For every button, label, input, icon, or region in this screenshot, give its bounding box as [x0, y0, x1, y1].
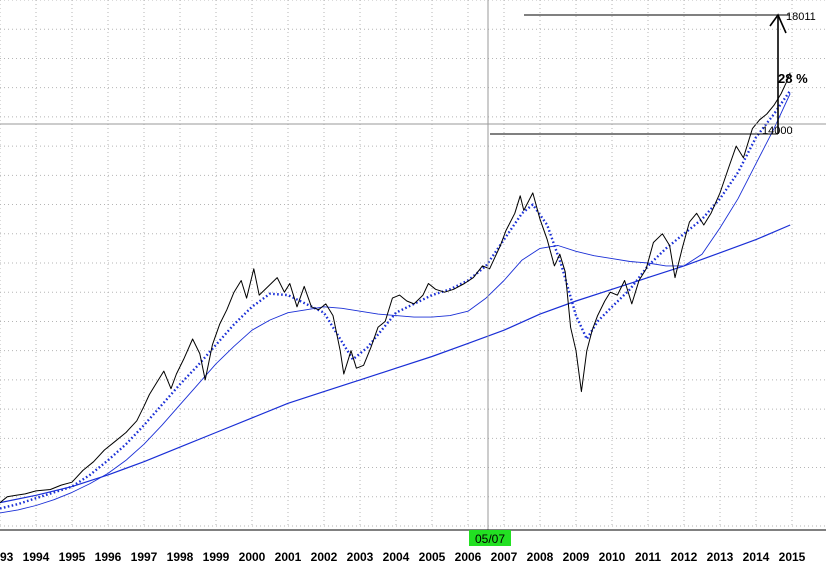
x-tick-label: 2014: [743, 550, 770, 564]
x-tick-label: 1998: [167, 550, 194, 564]
x-tick-label: 2015: [779, 550, 806, 564]
series-short-average-line: [0, 89, 792, 510]
x-tick-label: 2003: [347, 550, 374, 564]
grid: [0, 0, 826, 528]
high-label: 18011: [786, 11, 816, 23]
x-tick-label: 2005: [419, 550, 446, 564]
x-tick-label: 2013: [707, 550, 734, 564]
percent-label: 28 %: [778, 71, 808, 86]
series-layer: [0, 72, 792, 514]
x-tick-label: 2009: [563, 550, 590, 564]
x-tick-label: 1996: [95, 550, 122, 564]
series-long-average-line: [0, 224, 791, 504]
x-tick-label: 2010: [599, 550, 626, 564]
series-medium-average-line: [0, 93, 791, 514]
x-tick-label: 1995: [59, 550, 86, 564]
crosshair-date-label: 05/07: [475, 532, 505, 546]
x-tick-label: 1997: [131, 550, 158, 564]
x-tick-label: 1993: [0, 550, 14, 564]
annotations: 18011 14000 28 % 05/07: [0, 0, 826, 546]
x-tick-label: 2012: [671, 550, 698, 564]
x-tick-label: 2006: [455, 550, 482, 564]
x-tick-label: 2011: [635, 550, 661, 564]
x-tick-label: 2001: [275, 550, 302, 564]
x-tick-label: 1999: [203, 550, 230, 564]
x-tick-label: 2008: [527, 550, 554, 564]
measure-arrow-head: [769, 13, 787, 34]
x-tick-label: 2000: [239, 550, 266, 564]
crosshair-date-badge: [469, 530, 511, 546]
x-tick-label: 2007: [491, 550, 518, 564]
x-axis-ticks: 1993 1994 1995 1996 1997 1998 1999 2000 2001 2002…: [0, 550, 806, 564]
x-tick-label: 2004: [383, 550, 410, 564]
x-tick-label: 2002: [311, 550, 338, 564]
low-label: 14000: [762, 125, 793, 137]
series-price-line: [0, 72, 791, 503]
x-tick-label: 1994: [23, 550, 50, 564]
